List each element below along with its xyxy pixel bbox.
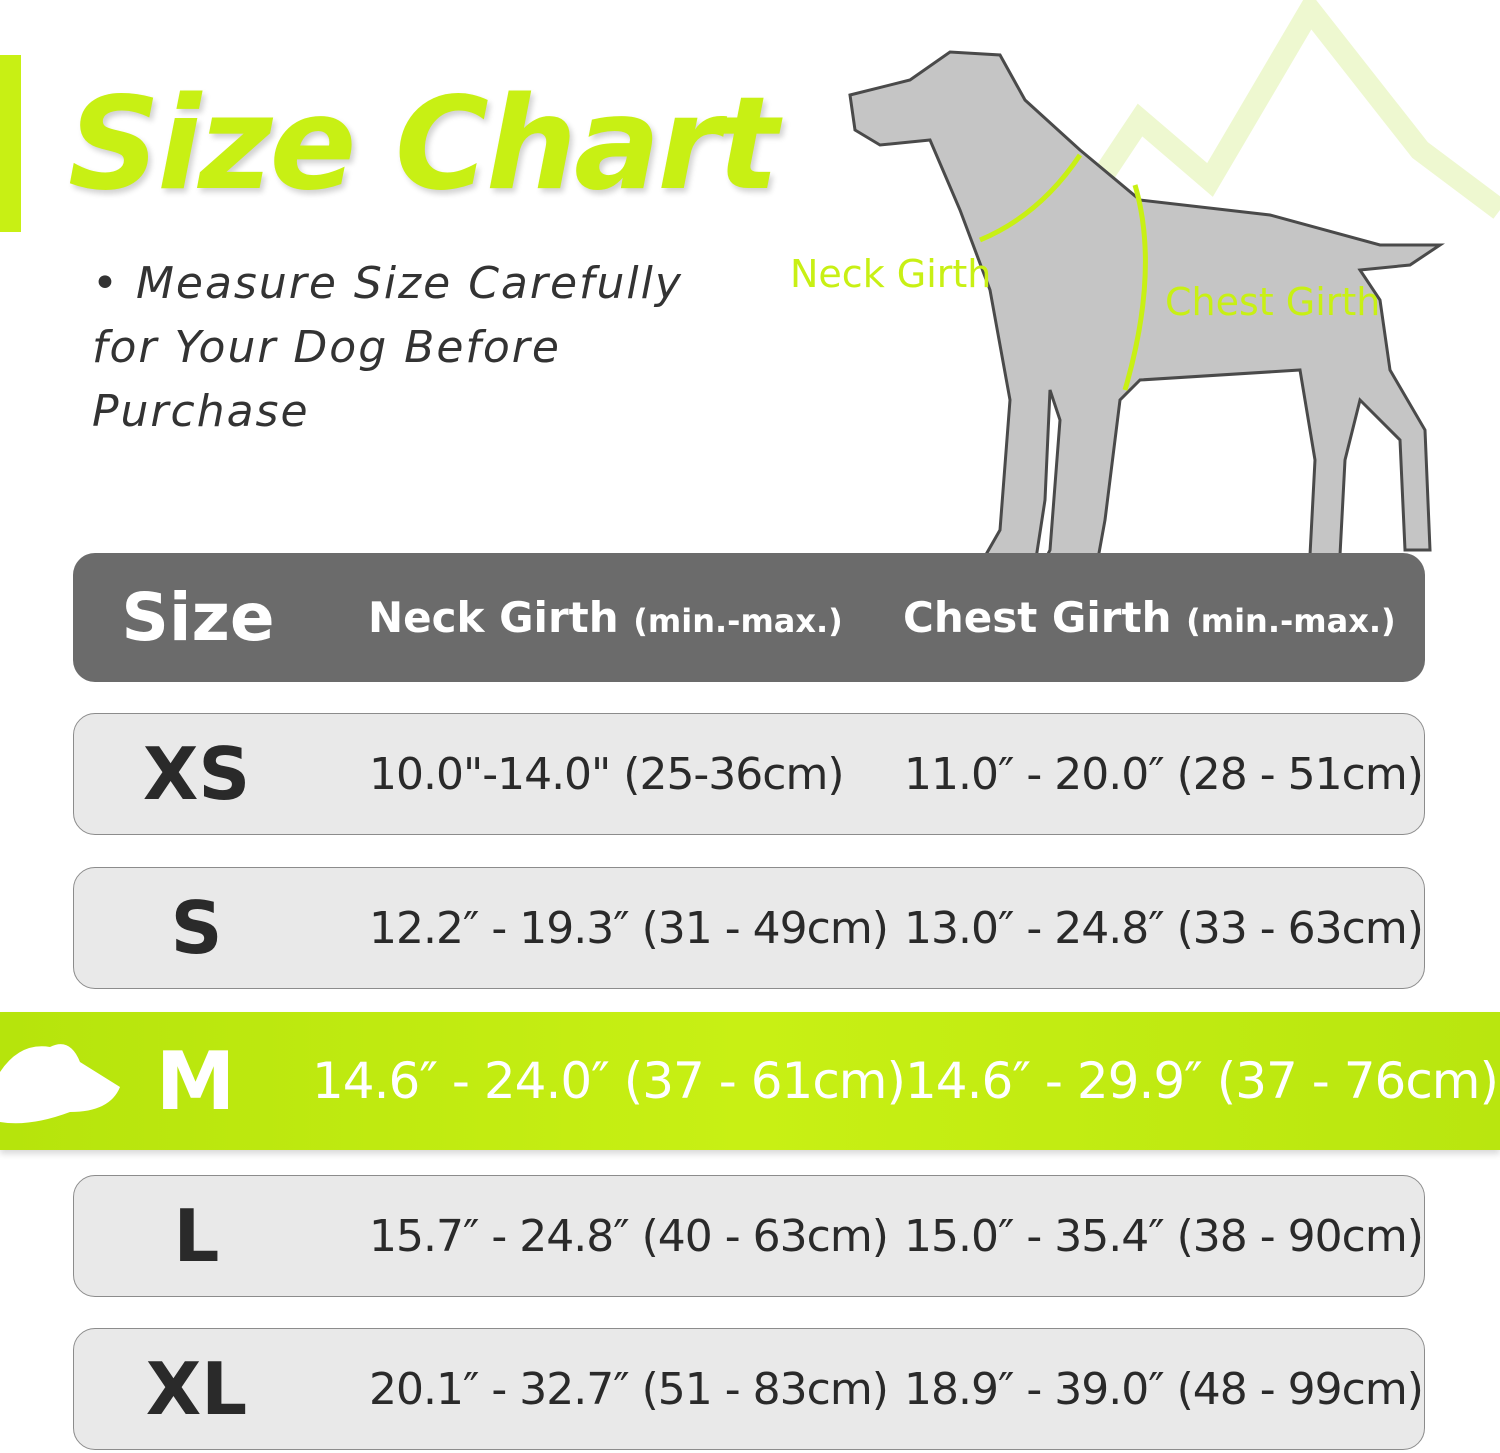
chest-cell: 11.0″ - 20.0″ (28 - 51cm) [904,748,1424,800]
table-row: XS 10.0"-14.0" (25-36cm) 11.0″ - 20.0″ (… [73,713,1425,835]
header-neck: Neck Girth (min.-max.) [368,593,843,642]
chest-cell: 14.6″ - 29.9″ (37 - 76cm) [905,1052,1499,1110]
neck-cell: 20.1″ - 32.7″ (51 - 83cm) [369,1363,889,1415]
size-cell: XS [142,732,251,816]
mountain-decoration [1010,0,1500,300]
table-row-highlighted: M 14.6″ - 24.0″ (37 - 61cm) 14.6″ - 29.9… [0,1012,1500,1150]
neck-cell: 15.7″ - 24.8″ (40 - 63cm) [369,1210,889,1262]
size-cell: S [170,886,223,970]
table-row: XL 20.1″ - 32.7″ (51 - 83cm) 18.9″ - 39.… [73,1328,1425,1450]
chest-cell: 18.9″ - 39.0″ (48 - 99cm) [904,1363,1424,1415]
neck-cell: 10.0"-14.0" (25-36cm) [369,748,845,800]
dog-head-icon [0,1044,120,1124]
neck-girth-label: Neck Girth [790,252,992,296]
header-chest: Chest Girth (min.-max.) [903,593,1396,642]
size-cell: XL [145,1347,248,1431]
header-chest-unit: (min.-max.) [1186,602,1396,640]
size-cell: M [155,1034,236,1128]
header-chest-label: Chest Girth [903,593,1172,642]
table-row: L 15.7″ - 24.8″ (40 - 63cm) 15.0″ - 35.4… [73,1175,1425,1297]
table-header: Size Neck Girth (min.-max.) Chest Girth … [73,553,1425,682]
neck-cell: 12.2″ - 19.3″ (31 - 49cm) [369,902,889,954]
measure-note: • Measure Size Carefully for Your Dog Be… [92,258,683,437]
page-title: Size Chart [68,70,779,219]
neck-cell: 14.6″ - 24.0″ (37 - 61cm) [312,1052,906,1110]
header-neck-label: Neck Girth [368,593,619,642]
size-cell: L [173,1194,220,1278]
header-neck-unit: (min.-max.) [633,602,843,640]
accent-bar [0,55,21,232]
chest-cell: 13.0″ - 24.8″ (33 - 63cm) [904,902,1424,954]
table-row: S 12.2″ - 19.3″ (31 - 49cm) 13.0″ - 24.8… [73,867,1425,989]
chest-cell: 15.0″ - 35.4″ (38 - 90cm) [904,1210,1424,1262]
header-size: Size [121,579,275,656]
chest-girth-label: Chest Girth [1165,280,1381,324]
